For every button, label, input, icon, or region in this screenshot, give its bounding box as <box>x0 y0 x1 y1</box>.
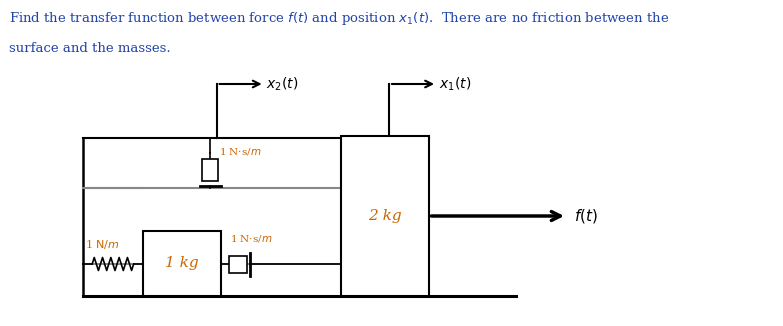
Text: $x_1(t)$: $x_1(t)$ <box>438 75 471 93</box>
Bar <box>202 159 218 181</box>
Text: 1 N$\cdot$s/$m$: 1 N$\cdot$s/$m$ <box>219 146 262 157</box>
Bar <box>143 231 222 296</box>
Bar <box>341 136 428 296</box>
Text: 1 kg: 1 kg <box>165 257 199 271</box>
Text: $x_2(t)$: $x_2(t)$ <box>266 75 298 93</box>
Bar <box>229 256 247 273</box>
Text: $f(t)$: $f(t)$ <box>574 207 598 225</box>
Text: surface and the masses.: surface and the masses. <box>9 42 171 55</box>
Text: 2 kg: 2 kg <box>368 209 402 223</box>
Text: 1 N$\cdot$s/$m$: 1 N$\cdot$s/$m$ <box>230 232 273 244</box>
Text: Find the transfer function between force $f(t)$ and position $x_1(t)$.  There ar: Find the transfer function between force… <box>9 10 669 27</box>
Text: 1 $\mathrm{N/}$$m$: 1 $\mathrm{N/}$$m$ <box>85 238 120 251</box>
